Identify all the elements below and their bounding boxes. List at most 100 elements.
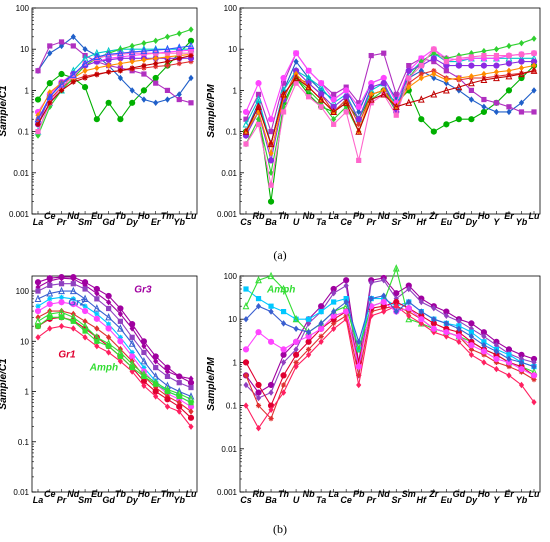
data-point: [356, 157, 362, 163]
data-point: [505, 60, 513, 67]
data-point: [343, 295, 349, 302]
data-point: [69, 286, 77, 295]
x-category-label: Y: [493, 495, 500, 505]
data-point: [93, 116, 100, 123]
data-point: [35, 129, 41, 135]
data-point: [70, 275, 76, 283]
data-point: [318, 308, 324, 315]
data-point: [255, 389, 262, 396]
data-point: [58, 286, 65, 295]
x-category-label: U: [293, 495, 300, 505]
x-category-label: Yb: [173, 495, 185, 505]
data-point: [106, 52, 112, 59]
data-point: [176, 96, 182, 103]
x-category-label: Pr: [57, 495, 67, 505]
y-tick-label: 10: [228, 45, 237, 54]
data-point: [129, 99, 136, 106]
data-point: [393, 112, 399, 118]
data-point: [242, 127, 250, 135]
data-point: [164, 403, 171, 410]
data-point: [153, 381, 159, 387]
x-category-label: Tm: [161, 489, 175, 499]
data-point: [58, 80, 65, 88]
data-point: [506, 363, 512, 370]
data-point: [267, 157, 275, 164]
data-point: [242, 359, 250, 366]
data-point: [187, 41, 195, 50]
series-4: [243, 303, 537, 422]
data-point: [418, 67, 424, 74]
data-point: [480, 62, 488, 69]
data-point: [47, 43, 53, 49]
data-point: [35, 121, 41, 127]
data-point: [188, 400, 194, 406]
data-point: [368, 100, 374, 106]
data-point: [176, 408, 182, 415]
data-point: [94, 64, 100, 72]
data-point: [318, 80, 325, 87]
data-point: [268, 149, 274, 157]
data-point: [406, 75, 412, 81]
data-point: [255, 302, 262, 310]
data-point: [164, 62, 171, 69]
series-line: [245, 295, 535, 368]
data-point: [343, 103, 349, 110]
data-point: [443, 55, 449, 62]
data-point: [406, 308, 412, 315]
x-category-label: Sm: [78, 495, 92, 505]
data-point: [530, 372, 538, 379]
data-point: [46, 80, 53, 87]
data-point: [431, 329, 437, 336]
data-point: [506, 355, 512, 363]
data-point: [456, 325, 462, 332]
data-point: [82, 67, 88, 74]
x-category-label: Ho: [138, 489, 150, 499]
data-point: [128, 359, 136, 368]
data-point: [518, 70, 525, 76]
data-point: [406, 62, 412, 69]
data-point: [188, 100, 194, 106]
data-point: [331, 121, 337, 127]
data-point: [129, 65, 135, 71]
data-point: [268, 303, 274, 309]
data-point: [505, 87, 513, 94]
data-point: [418, 58, 424, 65]
data-point: [518, 365, 525, 373]
data-point: [242, 108, 250, 116]
data-point: [455, 82, 463, 91]
x-category-label: Rb: [253, 211, 265, 221]
data-point: [305, 82, 312, 91]
caption-a: (a): [273, 248, 287, 262]
series-6: [243, 302, 537, 432]
series-8: [35, 322, 194, 430]
x-category-label: Pb: [353, 489, 365, 499]
data-point: [106, 299, 112, 306]
data-point: [140, 370, 148, 378]
y-tick-label: 0.1: [226, 128, 238, 137]
data-point: [531, 398, 537, 406]
series-10: [242, 66, 538, 148]
data-point: [280, 389, 287, 396]
data-point: [106, 69, 112, 75]
data-point: [141, 349, 147, 356]
data-point: [280, 74, 287, 82]
data-point: [242, 346, 250, 353]
data-point: [58, 314, 65, 320]
data-point: [405, 314, 413, 323]
data-point: [468, 333, 474, 340]
data-point: [164, 396, 171, 403]
x-category-label: Ho: [478, 211, 490, 221]
data-point: [418, 116, 425, 123]
data-point: [306, 94, 312, 100]
data-point: [268, 406, 274, 413]
x-category-label: Zr: [428, 211, 438, 221]
data-point: [188, 74, 194, 82]
data-point: [481, 75, 487, 81]
data-point: [317, 95, 325, 103]
data-point: [105, 325, 112, 332]
data-point: [481, 359, 487, 366]
data-point: [331, 308, 337, 315]
x-category-label: Sm: [402, 211, 416, 221]
data-point: [518, 359, 525, 366]
